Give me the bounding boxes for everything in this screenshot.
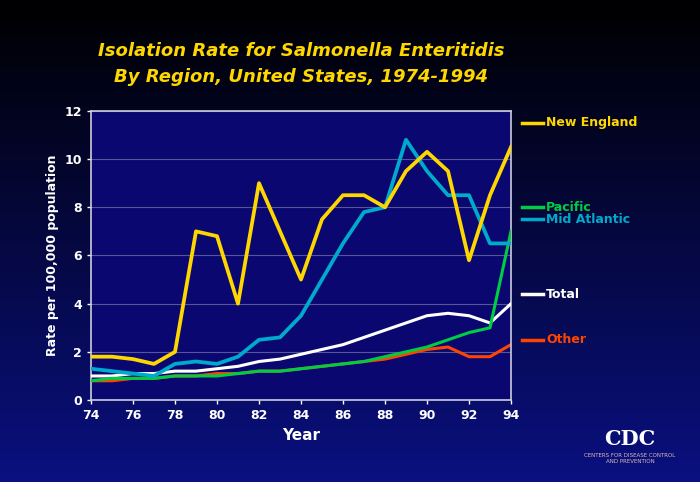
Text: CDC: CDC	[604, 428, 656, 449]
Text: Pacific: Pacific	[546, 201, 592, 214]
X-axis label: Year: Year	[282, 428, 320, 442]
Text: New England: New England	[546, 117, 638, 129]
Text: Mid Atlantic: Mid Atlantic	[546, 213, 630, 226]
Text: Other: Other	[546, 334, 586, 346]
Text: Isolation Rate for Salmonella Enteritidis: Isolation Rate for Salmonella Enteritidi…	[98, 41, 504, 60]
Y-axis label: Rate per 100,000 population: Rate per 100,000 population	[46, 155, 59, 356]
Text: CENTERS FOR DISEASE CONTROL
AND PREVENTION: CENTERS FOR DISEASE CONTROL AND PREVENTI…	[584, 454, 676, 464]
Text: By Region, United States, 1974-1994: By Region, United States, 1974-1994	[114, 68, 488, 86]
Text: Total: Total	[546, 288, 580, 300]
